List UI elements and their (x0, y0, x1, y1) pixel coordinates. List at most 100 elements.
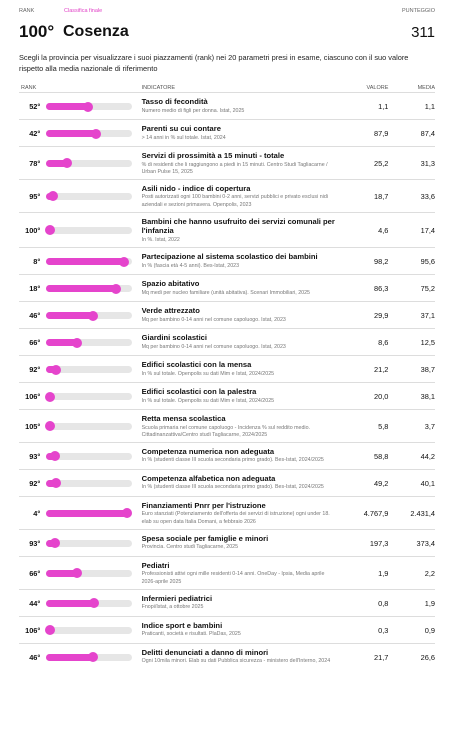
summary: 100° Cosenza 311 (19, 21, 435, 43)
indicator-title: Edifici scolastici con la palestra (141, 387, 257, 397)
table-row: 106° Edifici scolastici con la palestra In… (19, 382, 435, 409)
rank-bar-cell (46, 360, 141, 379)
indicator-note: In % sul totale. Openpolis su dati Mim e… (141, 370, 275, 377)
rank: 66° (29, 338, 41, 348)
rank-bar (45, 391, 56, 402)
rank: 46° (29, 311, 41, 321)
rank-bar-track (45, 225, 133, 236)
table-body: 52° Tasso di fecondità Numero medio di fig… (19, 92, 435, 670)
table-row: 106° Indice sport e bambini Praticanti, so… (19, 615, 435, 643)
table-row: 92° Edifici scolastici con la mensa In % s… (19, 355, 435, 382)
value: 21,7 (373, 652, 389, 662)
indicator-title: Indice sport e bambini (141, 620, 223, 630)
rank-bar-track (45, 625, 133, 636)
indicator-note: % di residenti che li raggiungono a pied… (141, 161, 328, 175)
average: 31,3 (420, 158, 435, 168)
indicator-note: Praticanti, società e risultati. PlaDas,… (141, 631, 241, 638)
rank-label: RANK (19, 8, 35, 14)
rank-bar-knob (48, 191, 59, 202)
value: 18,7 (373, 191, 389, 201)
rank-bar (46, 283, 121, 294)
tab[interactable]: Classifica finale (64, 8, 103, 14)
indicator-title: Spesa sociale per famiglie e minori (141, 533, 269, 543)
rank-bar-track (45, 421, 133, 432)
table-row: 105° Retta mensa scolastica Scuola primari… (19, 409, 435, 442)
indicator: Pediatri Professionisti attivi ogni mille… (142, 561, 338, 586)
rank-bar-knob (82, 101, 93, 112)
rank: 4° (33, 508, 41, 518)
province[interactable]: Cosenza (63, 23, 129, 40)
indicator-title: Spazio abitativo (141, 279, 200, 289)
rank-bar-knob (118, 256, 129, 267)
rank-bar-cell (46, 474, 141, 493)
rank: 18° (29, 284, 41, 294)
rank: 95° (29, 191, 41, 201)
indicator: Asili nido - indice di copertura Posti au… (142, 184, 338, 209)
rank: 66° (29, 568, 41, 578)
column-header: INDICATORE (141, 84, 176, 91)
rank: 106° (25, 625, 41, 635)
rank-bar (46, 337, 82, 348)
indicator: Bambini che hanno usufruito dei servizi … (142, 217, 338, 244)
indicator: Partecipazione al sistema scolastico dei… (142, 252, 338, 271)
value: 86,3 (373, 284, 389, 294)
average: 38,7 (420, 365, 435, 375)
value: 98,2 (373, 257, 389, 267)
rank-bar-cell (45, 387, 141, 406)
overall-rank: 100° (19, 22, 55, 41)
average: 2.431,4 (410, 508, 435, 518)
indicator: Giardini scolastici Mq per bambino 0-14 a… (142, 333, 338, 352)
value: 0,3 (378, 625, 389, 635)
rank-bar-cell (46, 534, 141, 553)
rank-bar-track (46, 191, 133, 202)
indicator-title: Partecipazione al sistema scolastico dei… (141, 252, 318, 262)
value: 1,1 (378, 102, 389, 111)
rank-bar-knob (71, 568, 82, 579)
rank-bar-knob (45, 391, 56, 402)
table-row: 18° Spazio abitativo Mq medi per nucleo fa… (19, 274, 435, 301)
rank-bar (46, 478, 61, 489)
rank: 93° (29, 451, 41, 461)
rank-bar (45, 421, 56, 432)
table-row: 66° Pediatri Professionisti attivi ogni mi… (19, 555, 435, 589)
rank-bar-knob (91, 128, 102, 139)
rank: 93° (29, 538, 41, 548)
rank-bar (45, 225, 56, 236)
average: 87,4 (420, 129, 435, 138)
rank-bar-cell (46, 447, 141, 466)
value: 29,9 (373, 311, 389, 321)
rank-bar-track (46, 101, 133, 112)
rank-bar-track (46, 538, 133, 549)
rank-bar-knob (87, 652, 98, 663)
indicator-title: Competenza numerica non adeguata (141, 446, 275, 456)
average: 12,5 (420, 338, 435, 348)
score: 311 (411, 23, 435, 41)
rank-bar-cell (46, 184, 141, 209)
rank-bar-cell (46, 501, 141, 526)
rank-bar-knob (71, 337, 82, 348)
indicator-note: Posti autorizzati ogni 100 bambini 0-2 a… (141, 194, 328, 208)
rank-bar-cell (46, 124, 141, 143)
rank-bar-track (46, 568, 133, 579)
table-row: 93° Competenza numerica non adeguata In % … (19, 441, 435, 469)
indicator-note: In % (fascia età 4-5 anni). Bes-Istat, 2… (141, 262, 240, 269)
value: 20,0 (373, 392, 389, 402)
rank: 52° (29, 102, 41, 111)
rank-bar-track (46, 256, 133, 267)
indicator-title: Retta mensa scolastica (141, 414, 226, 424)
table-row: 95° Asili nido - indice di copertura Posti… (19, 178, 435, 212)
table-row: 93° Spesa sociale per famiglie e minori Pr… (19, 528, 436, 556)
description: Scegli la provincia per visualizzare i s… (19, 53, 409, 73)
indicator-note: In %. Istat, 2022 (141, 236, 180, 243)
rank-bar-cell (46, 333, 141, 352)
indicator-note: Mq medi per nucleo familiare (unità abit… (141, 289, 310, 296)
rank-bar-knob (50, 364, 61, 375)
table-row: 44° Infermieri pediatrici Fnopi/Istat, a o… (19, 588, 435, 616)
rank-bar (46, 364, 61, 375)
average: 373,4 (416, 538, 436, 548)
indicator: Edifici scolastici con la palestra In % s… (142, 387, 338, 406)
rank-bar-knob (45, 625, 56, 636)
indicator-note: In % sul totale. Openpolis su dati Mim e… (141, 397, 275, 404)
rank-bar-track (46, 128, 133, 139)
rank-bar-cell (46, 151, 141, 176)
